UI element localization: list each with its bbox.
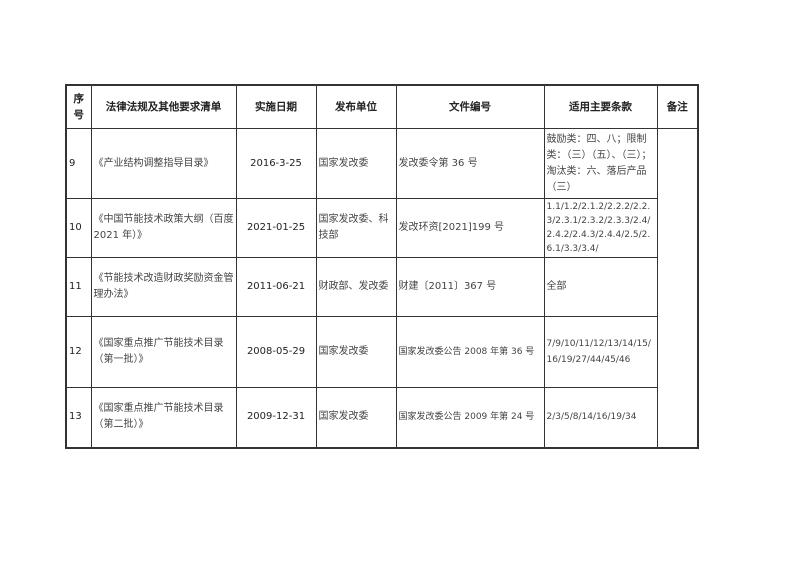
cell-date: 2009-12-31 <box>235 387 317 448</box>
cell-no: 12 <box>65 316 92 388</box>
cell-no: 11 <box>65 257 92 317</box>
header-date: 实施日期 <box>235 84 317 129</box>
regulations-table: 序号 法律法规及其他要求清单 实施日期 发布单位 文件编号 适用主要条款 备注 … <box>65 84 699 449</box>
cell-name: 《国家重点推广节能技术目录（第一批）》 <box>90 316 237 388</box>
cell-issuer: 财政部、发改委 <box>315 257 397 317</box>
header-issuer: 发布单位 <box>315 84 397 129</box>
cell-issuer: 国家发改委、科技部 <box>315 198 397 258</box>
cell-date: 2016-3-25 <box>235 128 317 199</box>
header-remarks: 备注 <box>656 84 699 129</box>
table-row: 10 《中国节能技术政策大纲（百度2021 年）》 2021-01-25 国家发… <box>65 198 698 258</box>
cell-name: 《中国节能技术政策大纲（百度2021 年）》 <box>90 198 237 258</box>
cell-doc: 发改环资[2021]199 号 <box>395 198 545 258</box>
cell-issuer: 国家发改委 <box>315 128 397 199</box>
cell-date: 2008-05-29 <box>235 316 317 388</box>
header-no: 序号 <box>65 84 92 129</box>
cell-date: 2021-01-25 <box>235 198 317 258</box>
cell-name: 《节能技术改造财政奖励资金管理办法》 <box>90 257 237 317</box>
table-row: 13 《国家重点推广节能技术目录（第二批）》 2009-12-31 国家发改委 … <box>65 387 698 448</box>
cell-date: 2011-06-21 <box>235 257 317 317</box>
table-row: 11 《节能技术改造财政奖励资金管理办法》 2011-06-21 财政部、发改委… <box>65 257 698 317</box>
cell-no: 13 <box>65 387 92 448</box>
cell-clauses: 7/9/10/11/12/13/14/15/16/19/27/44/45/46 <box>543 316 658 388</box>
cell-issuer: 国家发改委 <box>315 316 397 388</box>
cell-issuer: 国家发改委 <box>315 387 397 448</box>
cell-name: 《国家重点推广节能技术目录（第二批）》 <box>90 387 237 448</box>
header-clauses: 适用主要条款 <box>543 84 658 129</box>
header-name: 法律法规及其他要求清单 <box>90 84 237 129</box>
header-doc: 文件编号 <box>395 84 545 129</box>
cell-doc: 国家发改委公告 2009 年第 24 号 <box>395 387 545 448</box>
cell-clauses: 2/3/5/8/14/16/19/34 <box>543 387 658 448</box>
cell-doc: 发改委令第 36 号 <box>395 128 545 199</box>
cell-clauses: 全部 <box>543 257 658 317</box>
cell-name: 《产业结构调整指导目录》 <box>90 128 237 199</box>
cell-no: 10 <box>65 198 92 258</box>
table-row: 12 《国家重点推广节能技术目录（第一批）》 2008-05-29 国家发改委 … <box>65 316 698 388</box>
table-row: 9 《产业结构调整指导目录》 2016-3-25 国家发改委 发改委令第 36 … <box>65 128 699 448</box>
cell-no: 9 <box>65 128 92 199</box>
cell-remarks <box>656 128 699 448</box>
header-row: 序号 法律法规及其他要求清单 实施日期 发布单位 文件编号 适用主要条款 备注 <box>65 84 699 129</box>
cell-clauses: 1.1/1.2/2.1.2/2.2.2/2.2.3/2.3.1/2.3.2/2.… <box>543 198 658 258</box>
cell-doc: 国家发改委公告 2008 年第 36 号 <box>395 316 545 388</box>
cell-doc: 财建〔2011〕367 号 <box>395 257 545 317</box>
cell-clauses: 鼓励类：四、八；限制类：（三）（五）、（三）；淘汰类：六、落后产品（三） <box>543 128 658 199</box>
